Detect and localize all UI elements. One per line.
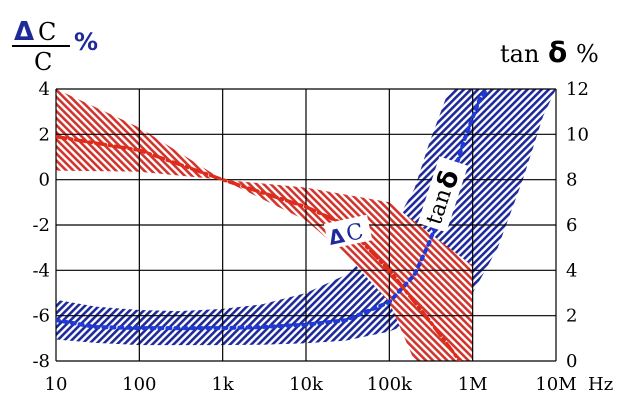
right-tick-6: 6 xyxy=(566,215,577,236)
right-tick-0: 0 xyxy=(566,351,577,372)
right-tick-labels: 12 10 8 6 4 2 0 xyxy=(566,79,589,372)
x-tick-100: 100 xyxy=(122,374,156,395)
left-axis-label: Δ C C % xyxy=(12,17,98,76)
left-tick-4: 4 xyxy=(39,79,50,100)
tan-delta-curve xyxy=(56,89,490,331)
left-label-numer: C xyxy=(38,18,56,46)
left-tick-2: 2 xyxy=(39,124,50,145)
x-tick-10M: 10M xyxy=(535,374,576,395)
left-label-delta: Δ xyxy=(14,17,34,47)
right-tick-8: 8 xyxy=(566,170,577,191)
left-tick-0: 0 xyxy=(39,170,50,191)
right-label-unit: % xyxy=(576,40,599,68)
right-tick-2: 2 xyxy=(566,306,577,327)
delta-c-label-text: C xyxy=(344,219,366,247)
x-tick-10: 10 xyxy=(45,374,68,395)
left-label-unit: % xyxy=(74,28,98,56)
left-tick-labels: 4 2 0 -2 -4 -6 -8 xyxy=(32,79,50,372)
left-tick--6: -6 xyxy=(32,306,50,327)
x-unit: Hz xyxy=(588,374,613,395)
delta-c-curve xyxy=(56,134,462,361)
left-tick--2: -2 xyxy=(32,215,50,236)
x-tick-1M: 1M xyxy=(458,374,488,395)
right-axis-label: tan δ % xyxy=(500,36,599,69)
left-tick--4: -4 xyxy=(32,260,50,281)
x-tick-100k: 100k xyxy=(367,374,413,395)
left-tick--8: -8 xyxy=(32,351,50,372)
delta-c-label-symbol: Δ xyxy=(326,223,347,250)
right-label-text: tan xyxy=(500,40,539,68)
grid xyxy=(55,88,557,362)
delta-c-label: Δ C xyxy=(323,214,373,250)
x-tick-labels: 10 100 1k 10k 100k 1M 10M xyxy=(45,374,577,395)
left-label-denom: C xyxy=(34,48,52,76)
right-tick-12: 12 xyxy=(566,79,589,100)
right-tick-10: 10 xyxy=(566,124,589,145)
x-tick-1k: 1k xyxy=(211,374,234,395)
right-label-delta: δ xyxy=(548,36,567,69)
right-tick-4: 4 xyxy=(566,260,577,281)
x-tick-10k: 10k xyxy=(289,374,324,395)
